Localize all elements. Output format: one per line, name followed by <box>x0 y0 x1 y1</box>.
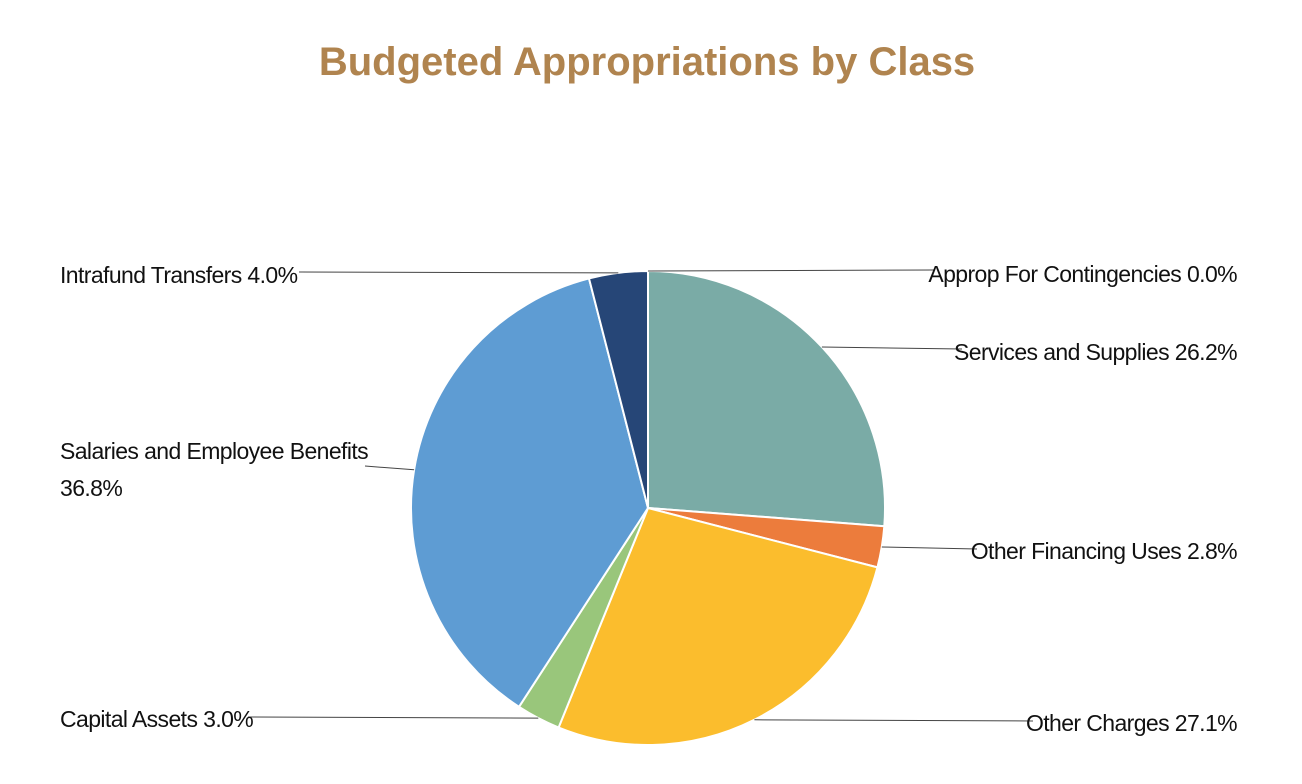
label-services-supplies: Services and Supplies 26.2% <box>954 339 1237 365</box>
leader-intrafund-transfers <box>298 271 619 274</box>
leader-services-and-supplies <box>821 346 963 350</box>
leader-approp-for-contingencies <box>647 269 935 272</box>
label-salaries-line2: 36.8% <box>60 475 122 501</box>
label-other-charges: Other Charges 27.1% <box>1026 710 1237 736</box>
label-salaries-line1: Salaries and Employee Benefits <box>60 438 368 464</box>
leader-other-financing-uses <box>881 546 978 550</box>
slice-salaries-and-employee-benefits <box>410 277 649 708</box>
label-contingencies: Approp For Contingencies 0.0% <box>928 261 1237 287</box>
slice-other-charges <box>557 507 879 746</box>
pie-slices <box>410 270 886 746</box>
leader-other-charges <box>754 719 1034 722</box>
label-intrafund: Intrafund Transfers 4.0% <box>60 262 298 288</box>
slice-services-and-supplies <box>647 270 886 528</box>
label-other-financing: Other Financing Uses 2.8% <box>971 538 1237 564</box>
leader-capital-assets <box>247 716 539 719</box>
label-capital-assets: Capital Assets 3.0% <box>60 706 253 732</box>
leader-lines <box>247 269 1034 722</box>
chart-title: Budgeted Appropriations by Class <box>319 40 975 84</box>
slice-labels: Approp For Contingencies 0.0% Services a… <box>60 261 1238 736</box>
leader-salaries-and-employee-benefits <box>364 465 415 471</box>
